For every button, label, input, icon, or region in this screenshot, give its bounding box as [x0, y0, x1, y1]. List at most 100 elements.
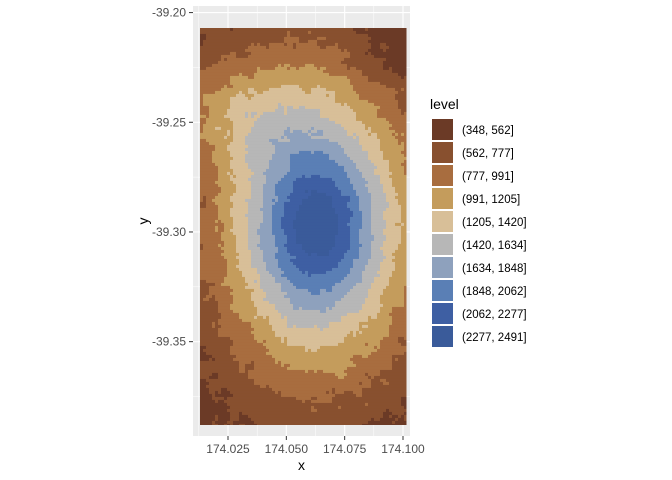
contour-cell — [233, 156, 246, 161]
contour-cell — [392, 321, 407, 326]
contour-cell — [287, 249, 306, 254]
contour-cell — [350, 198, 360, 203]
contour-cell — [335, 42, 339, 47]
contour-cell — [227, 111, 246, 116]
contour-cell — [200, 315, 222, 320]
contour-cell — [350, 234, 360, 239]
contour-cell — [242, 273, 261, 278]
contour-cell — [227, 84, 234, 89]
contour-cell — [404, 294, 407, 299]
contour-cell — [215, 417, 219, 422]
contour-cell — [368, 372, 381, 377]
contour-cell — [392, 357, 396, 362]
contour-cell — [275, 66, 288, 71]
contour-cell — [350, 219, 363, 224]
contour-cell — [221, 219, 234, 224]
contour-cell — [374, 102, 399, 107]
contour-cell — [365, 126, 369, 131]
contour-cell — [233, 216, 249, 221]
contour-cell — [248, 222, 261, 227]
contour-cell — [224, 222, 234, 227]
contour-cell — [404, 168, 407, 173]
contour-cell — [374, 234, 387, 239]
y-tick-label: -39.30 — [152, 225, 186, 239]
contour-cell — [257, 270, 270, 275]
contour-cell — [320, 84, 354, 89]
contour-cell — [335, 210, 354, 215]
contour-cell — [230, 165, 249, 170]
contour-cell — [377, 345, 381, 350]
contour-cell — [209, 291, 231, 296]
legend-label: (1634, 1848] — [462, 263, 527, 275]
contour-cell — [344, 57, 387, 62]
contour-cell — [257, 228, 273, 233]
contour-cell — [296, 45, 321, 50]
contour-cell — [239, 414, 249, 419]
contour-cell — [371, 192, 387, 197]
contour-cell — [392, 414, 399, 419]
contour-cell — [230, 417, 240, 422]
contour-cell — [362, 219, 372, 224]
contour-cell — [275, 255, 297, 260]
contour-cell — [302, 129, 309, 134]
contour-cell — [233, 423, 240, 426]
contour-cell — [200, 63, 213, 68]
contour-cell — [275, 279, 291, 284]
contour-cell — [260, 279, 276, 284]
legend: level (348, 562] (562, 777] (777, 991] (991… — [430, 96, 527, 347]
contour-cell — [404, 144, 407, 149]
contour-cell — [338, 213, 354, 218]
contour-cell — [248, 225, 261, 230]
contour-cell — [389, 279, 407, 284]
contour-cell — [362, 147, 381, 152]
contour-cell — [200, 72, 240, 77]
contour-cell — [245, 423, 258, 426]
contour-cell — [317, 39, 369, 44]
contour-cell — [311, 87, 327, 92]
contour-cell — [287, 336, 345, 341]
contour-cell — [242, 318, 270, 323]
contour-cell — [200, 81, 231, 86]
contour-cell — [239, 258, 252, 263]
contour-cell — [347, 102, 375, 107]
contour-cell — [386, 117, 407, 122]
contour-cell — [206, 345, 231, 350]
contour-cell — [239, 423, 246, 426]
contour-cell — [290, 33, 369, 38]
contour-cell — [233, 231, 249, 236]
contour-cell — [251, 42, 255, 47]
contour-cell — [266, 315, 270, 320]
contour-cell — [317, 324, 330, 329]
contour-cell — [344, 336, 384, 341]
contour-cell — [254, 363, 282, 368]
contour-cell — [254, 279, 258, 284]
contour-cell — [389, 414, 393, 419]
contour-cell — [206, 33, 288, 38]
contour-cell — [341, 60, 384, 65]
contour-cell — [341, 315, 369, 320]
contour-cell — [371, 219, 387, 224]
contour-cell — [206, 351, 231, 356]
contour-cell — [245, 111, 249, 116]
contour-cell — [329, 321, 360, 326]
contour-cell — [335, 93, 360, 98]
contour-cell — [203, 297, 210, 302]
contour-cell — [212, 156, 234, 161]
contour-cell — [200, 117, 207, 122]
contour-cell — [230, 306, 258, 311]
contour-cell — [344, 150, 369, 155]
contour-cell — [245, 153, 273, 158]
contour-cell — [212, 420, 216, 425]
contour-cell — [395, 135, 407, 140]
contour-cell — [236, 354, 273, 359]
contour-cell — [353, 333, 357, 338]
contour-cell — [320, 345, 375, 350]
contour-cell — [317, 252, 330, 257]
contour-cell — [233, 126, 252, 131]
contour-cell — [251, 291, 267, 296]
contour-cell — [248, 54, 351, 59]
contour-cell — [371, 207, 387, 212]
contour-cell — [362, 324, 369, 329]
contour-cell — [251, 252, 264, 257]
contour-cell — [281, 63, 285, 68]
